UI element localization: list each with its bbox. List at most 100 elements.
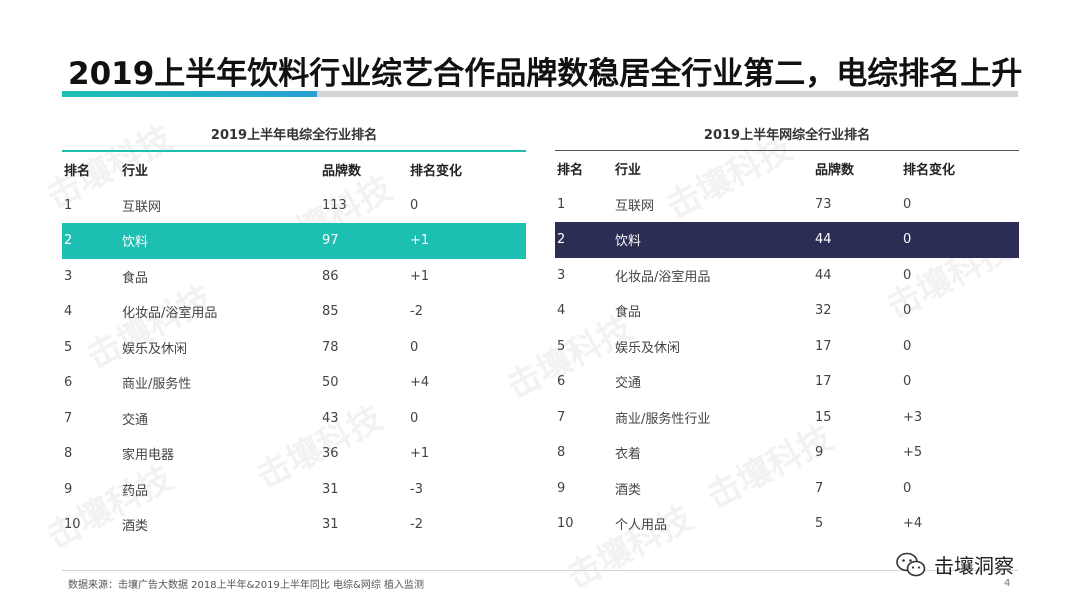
- cell-rank: 5: [557, 338, 566, 354]
- table-row: 7 商业/服务性行业 15 +3: [555, 400, 1019, 436]
- table-header-row: 排名 行业 品牌数 排名变化: [62, 152, 526, 188]
- cell-rank: 1: [557, 196, 566, 212]
- table-row: 5 娱乐及休闲 17 0: [555, 329, 1019, 365]
- cell-rank: 6: [557, 374, 566, 390]
- table-row-highlighted: 2 饮料 97 +1: [62, 223, 526, 259]
- cell-rank-change: -2: [410, 304, 423, 320]
- table-header-row: 排名 行业 品牌数 排名变化: [555, 151, 1019, 187]
- cell-rank-change: -2: [410, 517, 423, 533]
- cell-brand-count: 32: [815, 303, 832, 319]
- footer-divider: [62, 570, 1018, 571]
- cell-rank-change: +3: [903, 409, 923, 425]
- table-row: 10 酒类 31 -2: [62, 507, 526, 543]
- cell-industry: 商业/服务性: [122, 377, 192, 393]
- cell-brand-count: 36: [322, 446, 339, 462]
- cell-brand-count: 78: [322, 339, 339, 355]
- cell-rank: 1: [64, 197, 73, 213]
- column-header-industry: 行业: [122, 164, 149, 180]
- table-row: 6 交通 17 0: [555, 364, 1019, 400]
- cell-industry: 个人用品: [615, 518, 668, 534]
- cell-brand-count: 31: [322, 517, 339, 533]
- cell-rank-change: 0: [903, 303, 912, 319]
- data-source-note: 数据来源：击壤广告大数据 2018上半年&2019上半年同比 电综&网综 植入监…: [68, 580, 425, 591]
- column-header-brand-count: 品牌数: [815, 163, 855, 179]
- column-header-brand-count: 品牌数: [322, 164, 362, 180]
- tv-variety-ranking-heading: 2019上半年电综全行业排名: [210, 128, 378, 143]
- wechat-brand: 击壤洞察: [896, 550, 1014, 579]
- cell-rank-change: +4: [903, 516, 923, 532]
- cell-industry: 化妆品/浴室用品: [122, 306, 218, 322]
- cell-brand-count: 7: [815, 480, 824, 496]
- cell-rank-change: +1: [410, 223, 526, 259]
- cell-rank-change: -3: [410, 481, 423, 497]
- cell-rank: 8: [557, 445, 566, 461]
- cell-industry: 互联网: [122, 199, 162, 215]
- cell-rank-change: +4: [410, 375, 430, 391]
- table-row: 6 商业/服务性 50 +4: [62, 365, 526, 401]
- cell-rank: 5: [64, 339, 73, 355]
- table-row: 1 互联网 73 0: [555, 187, 1019, 223]
- cell-rank: 9: [64, 481, 73, 497]
- cell-brand-count: 17: [815, 374, 832, 390]
- cell-industry: 娱乐及休闲: [122, 341, 188, 357]
- cell-rank-change: +1: [410, 446, 430, 462]
- table-row: 3 食品 86 +1: [62, 259, 526, 295]
- column-header-industry: 行业: [615, 163, 642, 179]
- cell-rank: 7: [557, 409, 566, 425]
- cell-rank-change: 0: [410, 197, 419, 213]
- tv-variety-ranking-panel: 2019上半年电综全行业排名 排名 行业 品牌数 排名变化 1 互联网 113 0 2…: [62, 122, 526, 543]
- title-underline-accent: [62, 91, 317, 97]
- cell-rank: 9: [557, 480, 566, 496]
- cell-brand-count: 73: [815, 196, 832, 212]
- cell-industry: 食品: [122, 270, 149, 286]
- cell-industry: 食品: [615, 305, 642, 321]
- table-row: 4 食品 32 0: [555, 293, 1019, 329]
- cell-rank: 6: [64, 375, 73, 391]
- cell-rank: 3: [557, 267, 566, 283]
- cell-rank-change: 0: [903, 267, 912, 283]
- cell-rank: 2: [555, 222, 615, 258]
- table-row-highlighted: 2 饮料 44 0: [555, 222, 1019, 258]
- column-header-rank-change: 排名变化: [410, 164, 463, 180]
- title-underline: [62, 91, 1018, 97]
- table-row: 7 交通 43 0: [62, 401, 526, 437]
- cell-industry: 酒类: [615, 482, 642, 498]
- web-variety-ranking-heading: 2019上半年网综全行业排名: [703, 128, 871, 143]
- cell-industry: 商业/服务性行业: [615, 411, 711, 427]
- cell-brand-count: 85: [322, 304, 339, 320]
- cell-rank-change: 0: [903, 222, 1019, 258]
- cell-rank: 3: [64, 268, 73, 284]
- cell-industry: 交通: [615, 376, 642, 392]
- cell-rank-change: 0: [903, 338, 912, 354]
- cell-brand-count: 113: [322, 197, 347, 213]
- column-header-rank: 排名: [557, 163, 584, 179]
- cell-industry: 药品: [122, 483, 149, 499]
- cell-rank-change: 0: [410, 339, 419, 355]
- wechat-icon: [896, 552, 926, 576]
- table-row: 8 家用电器 36 +1: [62, 436, 526, 472]
- page-number: 4: [1004, 578, 1011, 589]
- cell-rank-change: +1: [410, 268, 430, 284]
- cell-industry: 娱乐及休闲: [615, 340, 681, 356]
- cell-rank: 4: [557, 303, 566, 319]
- cell-industry: 化妆品/浴室用品: [615, 269, 711, 285]
- cell-brand-count: 17: [815, 338, 832, 354]
- panel-divider: [555, 150, 1019, 151]
- table-row: 4 化妆品/浴室用品 85 -2: [62, 294, 526, 330]
- cell-industry: 饮料: [615, 222, 815, 258]
- cell-rank-change: 0: [903, 480, 912, 496]
- cell-industry: 交通: [122, 412, 149, 428]
- cell-brand-count: 31: [322, 481, 339, 497]
- cell-industry: 饮料: [122, 223, 322, 259]
- brand-name: 击壤洞察: [934, 554, 1014, 578]
- cell-brand-count: 86: [322, 268, 339, 284]
- cell-brand-count: 44: [815, 267, 832, 283]
- panel-divider: [62, 150, 526, 152]
- cell-brand-count: 97: [322, 223, 410, 259]
- cell-brand-count: 5: [815, 516, 824, 532]
- table-row: 9 药品 31 -3: [62, 472, 526, 508]
- cell-brand-count: 50: [322, 375, 339, 391]
- table-row: 9 酒类 7 0: [555, 471, 1019, 507]
- cell-rank-change: 0: [903, 374, 912, 390]
